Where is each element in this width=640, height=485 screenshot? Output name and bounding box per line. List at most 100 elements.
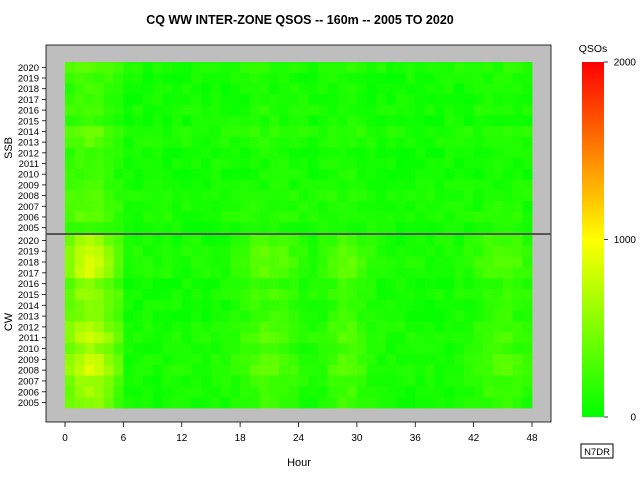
- heatmap-cell: [142, 310, 153, 322]
- heatmap-cell: [483, 126, 494, 138]
- heatmap-cell: [259, 321, 270, 333]
- heatmap-cell: [65, 126, 76, 138]
- heatmap-cell: [191, 235, 202, 247]
- heatmap-cell: [424, 62, 436, 74]
- heatmap-cell: [84, 158, 95, 170]
- heatmap-cell: [279, 83, 290, 95]
- heatmap-cell: [502, 278, 513, 290]
- heatmap-cell: [133, 94, 144, 106]
- heatmap-cell: [94, 364, 105, 376]
- heatmap-cell: [347, 245, 358, 258]
- heatmap-cell: [298, 158, 309, 170]
- heatmap-cell: [240, 83, 251, 95]
- heatmap-cell: [473, 321, 484, 333]
- heatmap-cell: [288, 158, 299, 170]
- heatmap-cell: [493, 245, 504, 258]
- heatmap-cell: [259, 267, 270, 279]
- heatmap-cell: [454, 397, 465, 409]
- heatmap-cell: [327, 72, 338, 84]
- heatmap-cell: [327, 62, 338, 74]
- heatmap-cell: [317, 168, 329, 180]
- heatmap-cell: [220, 62, 231, 74]
- heatmap-cell: [522, 104, 533, 116]
- heatmap-cell: [386, 332, 397, 344]
- heatmap-cell: [317, 147, 329, 159]
- heatmap-cell: [444, 200, 455, 213]
- heatmap-cell: [424, 256, 436, 268]
- year-label: 2013: [18, 138, 39, 149]
- heatmap-cell: [191, 168, 202, 180]
- heatmap-cell: [386, 222, 397, 234]
- heatmap-cell: [463, 364, 475, 376]
- heatmap-cell: [123, 256, 134, 268]
- heatmap-cell: [483, 72, 494, 84]
- heatmap-cell: [454, 289, 465, 301]
- heatmap-cell: [279, 353, 290, 366]
- heatmap-cell: [366, 211, 377, 223]
- x-tick-label: 12: [176, 433, 188, 444]
- heatmap-cell: [94, 62, 105, 74]
- heatmap-cell: [366, 267, 377, 279]
- heatmap-cell: [162, 310, 173, 322]
- heatmap-cell: [94, 289, 105, 301]
- heatmap-cell: [356, 83, 368, 95]
- heatmap-cell: [356, 126, 368, 138]
- heatmap-cell: [434, 72, 445, 84]
- heatmap-cell: [201, 353, 212, 366]
- heatmap-cell: [444, 94, 455, 106]
- heatmap-cell: [502, 190, 513, 202]
- heatmap-cell: [113, 321, 124, 333]
- heatmap-cell: [65, 179, 76, 191]
- heatmap-cell: [317, 375, 329, 387]
- heatmap-cell: [512, 235, 523, 247]
- heatmap-cell: [259, 126, 270, 138]
- heatmap-cell: [473, 83, 484, 95]
- heatmap-cell: [201, 104, 212, 116]
- heatmap-cell: [473, 397, 484, 409]
- heatmap-cell: [308, 115, 319, 127]
- heatmap-cell: [133, 375, 144, 387]
- heatmap-cell: [434, 147, 445, 159]
- heatmap-cell: [230, 136, 241, 148]
- heatmap-cell: [356, 235, 368, 247]
- heatmap-cell: [483, 343, 494, 355]
- heatmap-cell: [493, 115, 504, 127]
- heatmap-cell: [152, 397, 163, 409]
- heatmap-cell: [415, 299, 426, 312]
- heatmap-cell: [249, 235, 260, 247]
- heatmap-cell: [347, 343, 358, 355]
- watermark-box: [580, 443, 614, 459]
- heatmap-cell: [65, 158, 76, 170]
- heatmap-cell: [103, 190, 115, 202]
- heatmap-cell: [123, 94, 134, 106]
- heatmap-cell: [269, 310, 280, 322]
- heatmap-cell: [113, 364, 124, 376]
- heatmap-cell: [201, 200, 212, 213]
- heatmap-cell: [210, 62, 222, 74]
- heatmap-cell: [230, 278, 241, 290]
- heatmap-cell: [522, 267, 533, 279]
- heatmap-cell: [483, 104, 494, 116]
- heatmap-cell: [210, 222, 222, 234]
- heatmap-cell: [113, 222, 124, 234]
- heatmap-cell: [444, 190, 455, 202]
- heatmap-cell: [249, 136, 260, 148]
- heatmap-cell: [220, 72, 231, 84]
- heatmap-cell: [356, 321, 368, 333]
- heatmap-cell: [522, 332, 533, 344]
- heatmap-cell: [133, 136, 144, 148]
- heatmap-cell: [259, 397, 270, 409]
- heatmap-cell: [327, 222, 338, 234]
- heatmap-cell: [356, 397, 368, 409]
- heatmap-cell: [493, 126, 504, 138]
- heatmap-cell: [201, 397, 212, 409]
- heatmap-cell: [123, 299, 134, 312]
- heatmap-cell: [123, 222, 134, 234]
- heatmap-cell: [405, 104, 416, 116]
- heatmap-cell: [220, 147, 231, 159]
- heatmap-cell: [522, 364, 533, 376]
- heatmap-cell: [386, 397, 397, 409]
- heatmap-cell: [113, 136, 124, 148]
- heatmap-cell: [84, 72, 95, 84]
- heatmap-cell: [74, 256, 85, 268]
